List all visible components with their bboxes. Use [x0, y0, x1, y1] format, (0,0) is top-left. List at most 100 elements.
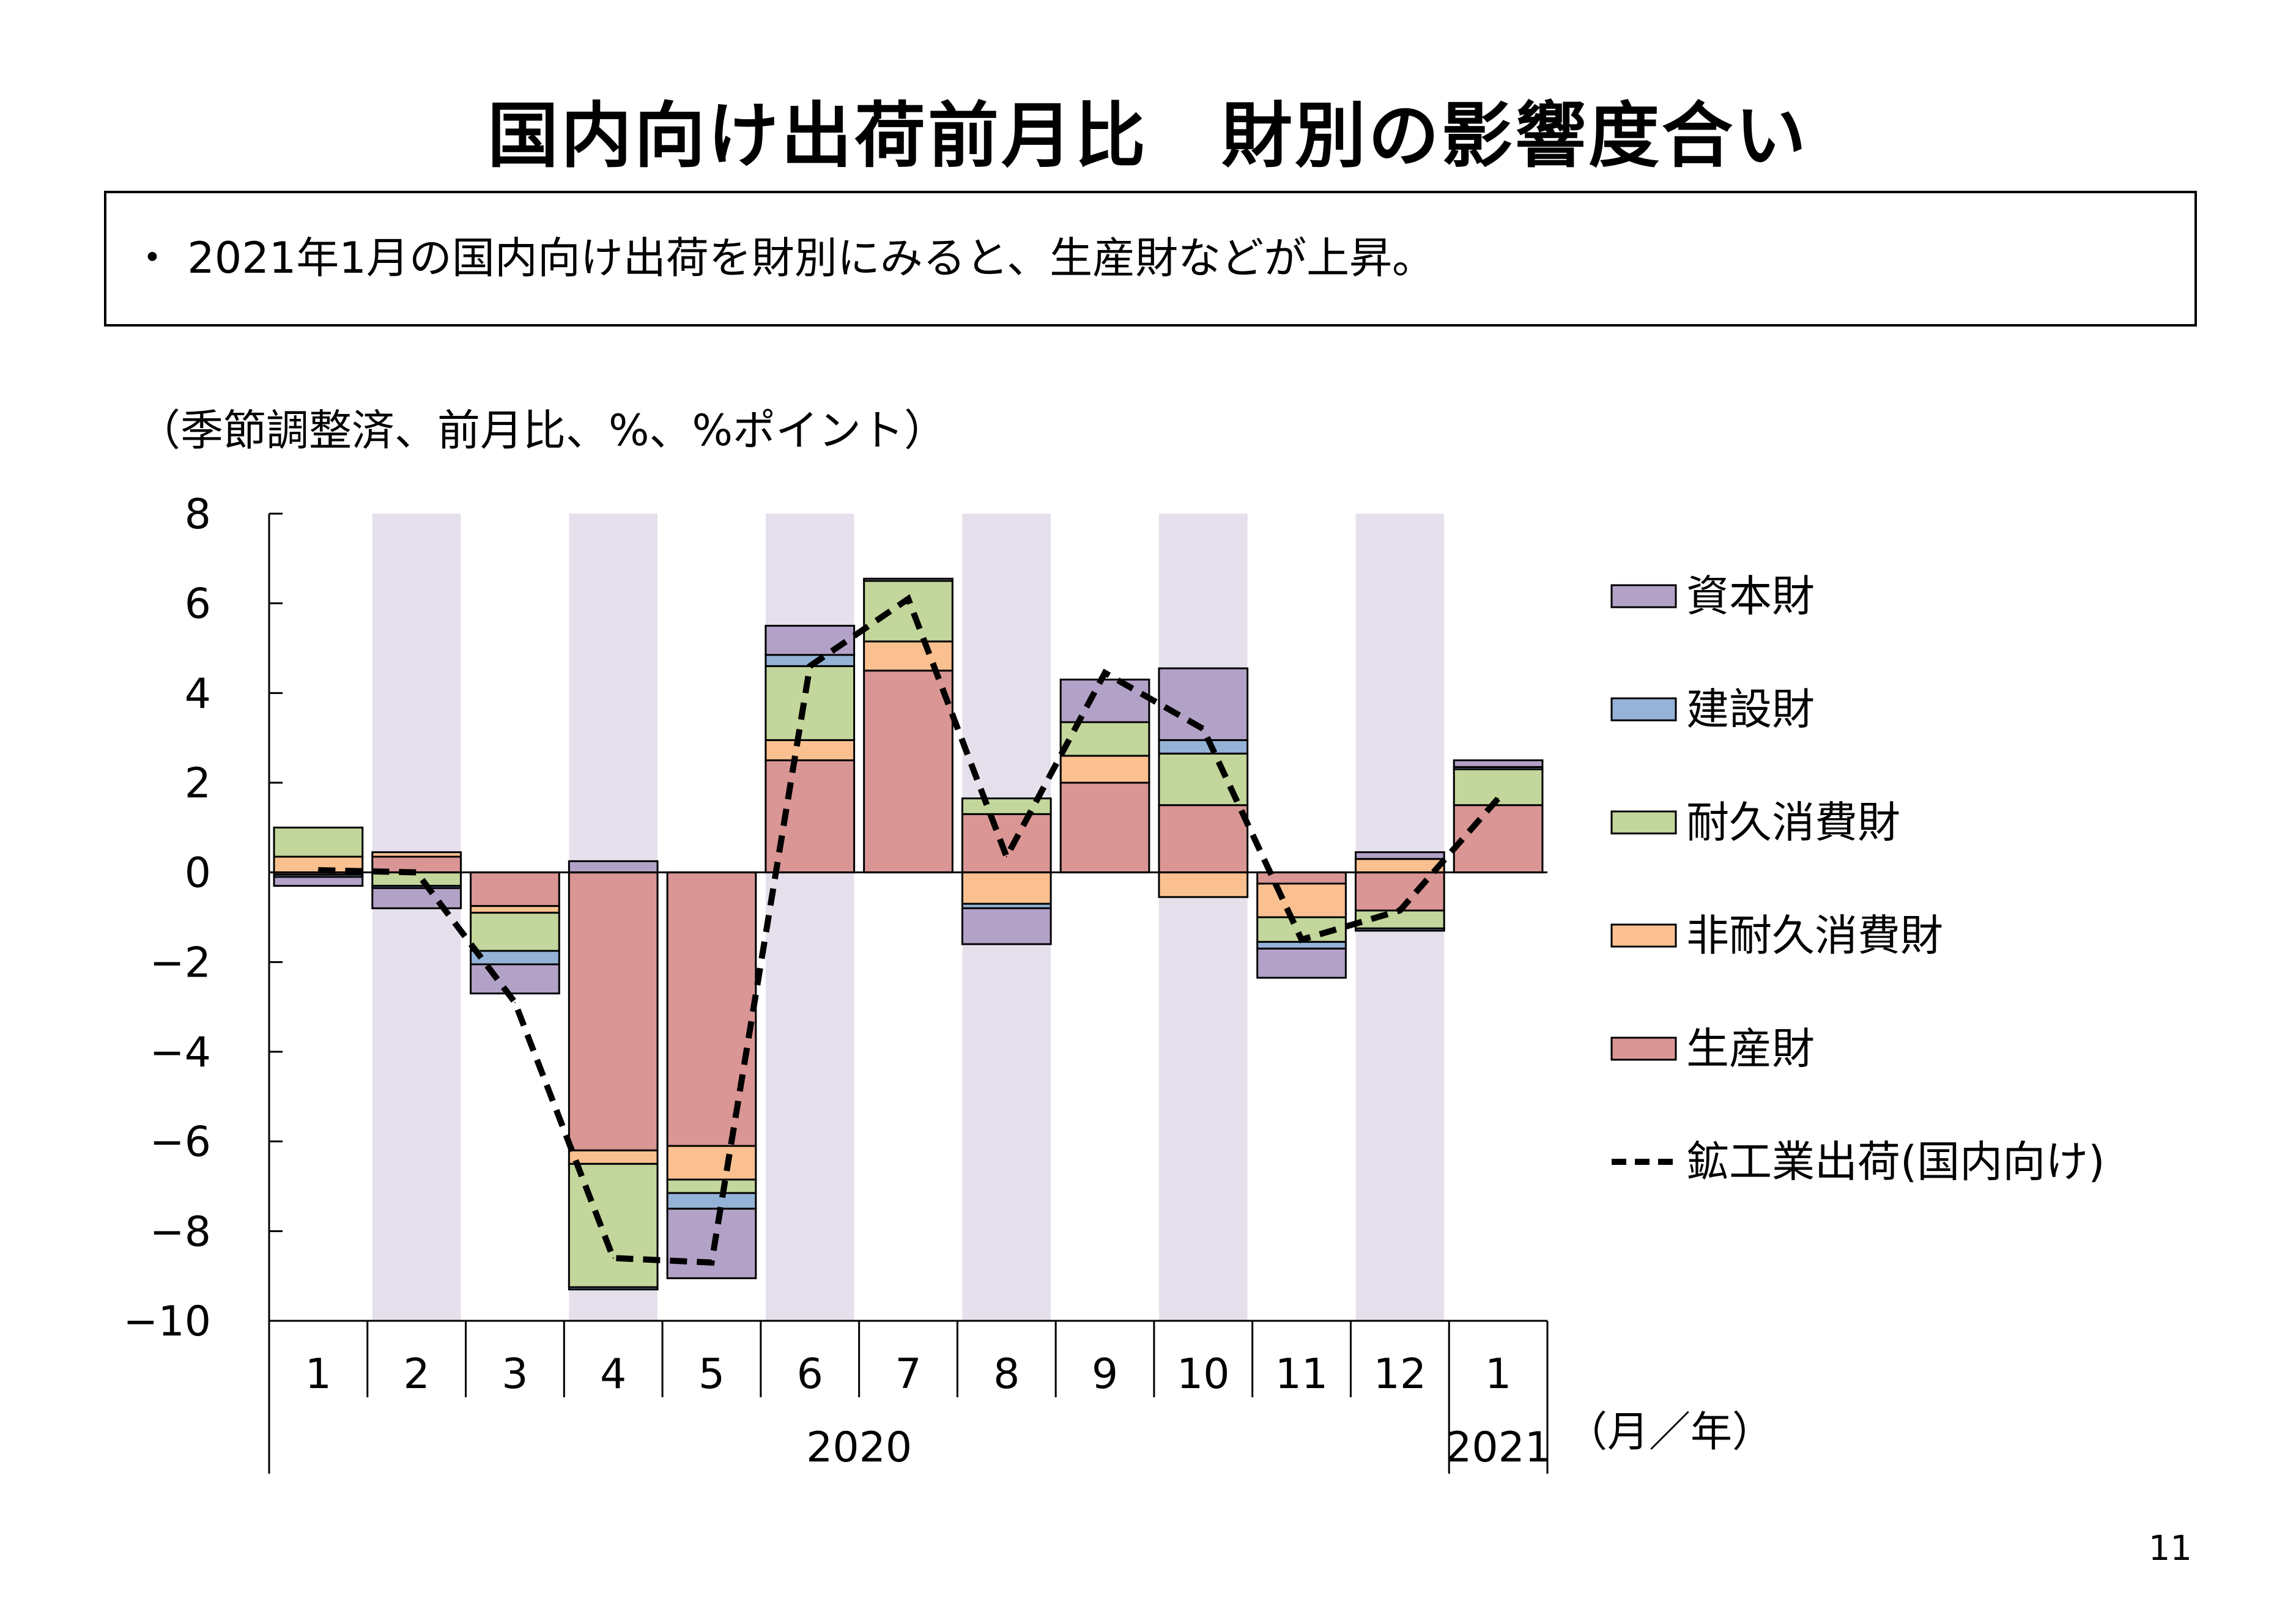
shaded-column: [1158, 514, 1248, 1321]
legend-swatch-durable: [1610, 810, 1677, 835]
line-point: [809, 665, 811, 667]
bar-segment-construction: [568, 1286, 659, 1291]
x-tick-label: 11: [1275, 1350, 1328, 1398]
bar-segment-capital: [273, 876, 364, 887]
y-tick-label: 6: [185, 580, 211, 629]
line-point: [612, 1257, 614, 1259]
summary-box: ・ 2021年1月の国内向け出荷を財別にみると、生産財などが上昇。: [104, 191, 2197, 327]
bar-segment-nondurable: [1256, 882, 1347, 918]
legend-swatch-construction: [1610, 697, 1677, 722]
bar-segment-capital: [1256, 947, 1347, 979]
summary-text: ・ 2021年1月の国内向け出荷を財別にみると、生産財などが上昇。: [131, 233, 1435, 283]
bar-segment-producer: [863, 670, 954, 874]
legend-label-durable: 耐久消費財: [1686, 797, 1900, 848]
x-tick-label: 5: [698, 1350, 725, 1398]
bar-segment-nondurable: [1355, 858, 1445, 874]
bar-segment-nondurable: [863, 640, 954, 672]
legend-label-line: 鉱工業出荷(国内向け): [1686, 1137, 2105, 1187]
legend-label-nondurable: 非耐久消費財: [1686, 911, 1943, 961]
x-tick-label: 1: [305, 1350, 331, 1398]
bar-segment-construction: [1256, 940, 1347, 950]
bar-segment-construction: [666, 1192, 757, 1210]
line-point: [1202, 728, 1204, 730]
bar-segment-construction: [1158, 739, 1249, 755]
bar-segment-durable: [470, 912, 560, 952]
bar-segment-capital: [961, 907, 1052, 945]
x-tick-label: 1: [1485, 1350, 1511, 1398]
bar-segment-durable: [568, 1162, 659, 1288]
bar-segment-capital: [1158, 667, 1249, 741]
line-point: [1399, 910, 1401, 911]
legend-label-capital: 資本財: [1686, 571, 1815, 621]
bar-segment-nondurable: [961, 871, 1052, 905]
page-title: 国内向け出荷前月比 財別の影響度合い: [487, 95, 1809, 177]
line-point: [1104, 672, 1106, 674]
bar-segment-durable: [273, 826, 364, 858]
bar-segment-capital: [863, 577, 954, 582]
bar-segment-capital: [1355, 851, 1445, 860]
bar-segment-producer: [961, 813, 1052, 874]
y-tick-label: −4: [150, 1029, 211, 1077]
line-point: [908, 598, 909, 600]
line-point: [416, 871, 418, 873]
legend-swatch-capital: [1610, 584, 1677, 608]
y-tick-label: 2: [185, 759, 211, 808]
year-label-2020: 2020: [806, 1424, 912, 1472]
y-tick-label: −8: [150, 1208, 211, 1256]
y-tick-label: 8: [185, 490, 211, 539]
x-tick-label: 8: [993, 1350, 1020, 1398]
bar-segment-capital: [1059, 678, 1150, 723]
bar-segment-construction: [1355, 927, 1445, 932]
line-point: [1497, 797, 1499, 799]
line-point: [1005, 856, 1007, 857]
x-tick-label: 10: [1177, 1350, 1230, 1398]
bar-segment-producer: [666, 871, 757, 1147]
x-tick-label: 6: [797, 1350, 823, 1398]
bar-segment-producer: [1059, 781, 1150, 874]
line-point: [514, 1002, 516, 1003]
y-tick-label: −10: [123, 1298, 211, 1346]
x-tick-label: 4: [600, 1350, 626, 1398]
x-tick-label: 7: [895, 1350, 921, 1398]
x-tick-label: 12: [1374, 1350, 1427, 1398]
bar-segment-nondurable: [765, 739, 856, 761]
bar-segment-nondurable: [1059, 755, 1150, 784]
bar-segment-nondurable: [470, 905, 560, 914]
bar-segment-nondurable: [371, 851, 462, 858]
bar-segment-producer: [765, 759, 856, 874]
line-point: [317, 870, 319, 871]
bar-segment-capital: [568, 860, 659, 874]
legend-label-construction: 建設財: [1686, 684, 1815, 734]
line-point: [711, 1262, 713, 1263]
bar-segment-producer: [1355, 871, 1445, 912]
legend-label-producer: 生産財: [1686, 1024, 1815, 1074]
x-tick-label: 3: [502, 1350, 528, 1398]
page-number: 11: [2148, 1529, 2192, 1568]
bar-segment-producer: [568, 871, 659, 1151]
y-tick-label: −2: [150, 939, 211, 987]
year-label-2021: 2021: [1445, 1424, 1551, 1472]
x-axis-unit: （月／年）: [1566, 1408, 1774, 1457]
bar-segment-producer: [470, 871, 560, 907]
bar-segment-capital: [371, 887, 462, 909]
bar-segment-construction: [470, 950, 560, 966]
bar-segment-capital: [1453, 759, 1544, 768]
bar-segment-capital: [470, 963, 560, 995]
y-tick-label: 0: [185, 849, 211, 898]
legend-swatch-producer: [1610, 1036, 1677, 1061]
shaded-column: [372, 514, 461, 1321]
bar-segment-capital: [765, 624, 856, 656]
bar-segment-nondurable: [666, 1145, 757, 1181]
y-tick-label: 4: [185, 670, 211, 718]
y-tick-label: −6: [150, 1118, 211, 1167]
bar-segment-nondurable: [1158, 871, 1249, 898]
bar-segment-producer: [1453, 804, 1544, 874]
bar-segment-capital: [666, 1208, 757, 1279]
unit-note: （季節調整済、前月比、%、%ポイント）: [138, 405, 947, 456]
legend-swatch-nondurable: [1610, 923, 1677, 948]
line-point: [1301, 939, 1303, 940]
bar-segment-producer: [1158, 804, 1249, 874]
bar-segment-durable: [863, 580, 954, 643]
x-tick-label: 2: [404, 1350, 430, 1398]
